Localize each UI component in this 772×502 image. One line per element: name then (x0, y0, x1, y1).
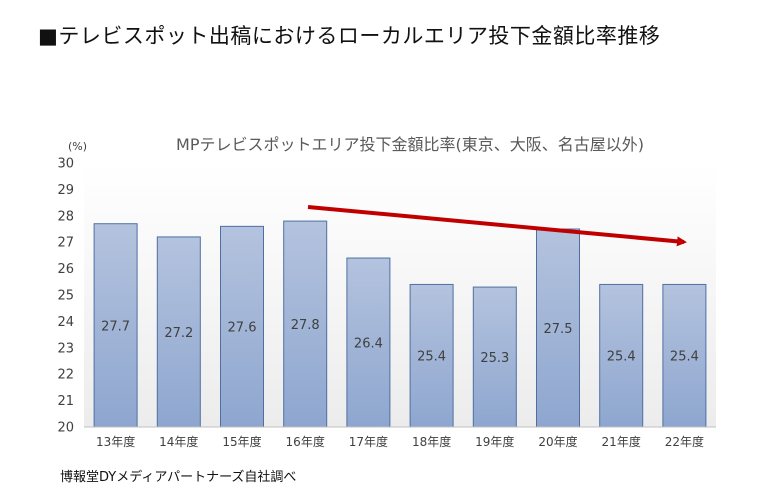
x-tick-label: 19年度 (475, 434, 514, 449)
bar (283, 220, 328, 428)
x-tick-label: 14年度 (159, 434, 198, 449)
bar (409, 283, 454, 428)
y-tick-label: 30 (57, 157, 74, 172)
x-tick-label: 22年度 (665, 434, 704, 449)
y-axis-unit: (%) (68, 140, 87, 153)
x-tick-label: 21年度 (602, 434, 641, 449)
bar-data-label: 25.4 (670, 350, 699, 365)
y-tick-label: 24 (57, 315, 74, 330)
y-tick-label: 29 (57, 183, 74, 198)
bar-data-label: 25.4 (417, 350, 446, 365)
x-tick-label: 13年度 (96, 434, 135, 449)
x-tick-label: 18年度 (412, 434, 451, 449)
bar (472, 286, 517, 428)
y-tick-label: 22 (57, 368, 74, 383)
x-tick-label: 16年度 (286, 434, 325, 449)
bar-data-label: 27.6 (228, 321, 257, 336)
y-tick-label: 23 (57, 341, 74, 356)
slide-title: ■テレビスポット出稿におけるローカルエリア投下金額比率推移 (38, 24, 661, 48)
bar (156, 236, 201, 428)
trend-arrow (307, 205, 687, 247)
y-tick-label: 20 (57, 421, 74, 436)
y-tick-label: 28 (57, 209, 74, 224)
y-tick-label: 21 (57, 394, 74, 409)
bar-data-label: 25.3 (480, 351, 509, 366)
bar (220, 225, 264, 428)
bar-data-label: 25.4 (607, 350, 636, 365)
y-tick-label: 26 (57, 262, 74, 277)
y-tick-label: 27 (57, 236, 74, 251)
bar-data-label: 27.5 (544, 322, 573, 337)
bar-data-label: 27.8 (291, 318, 320, 333)
bar (346, 257, 391, 428)
bar (662, 283, 707, 428)
bar (536, 228, 580, 428)
x-tick-label: 15年度 (222, 434, 261, 449)
bar-data-label: 26.4 (354, 337, 383, 352)
x-tick-label: 17年度 (349, 434, 388, 449)
chart-title: MPテレビスポットエリア投下金額比率(東京、大阪、名古屋以外) (176, 135, 644, 154)
x-tick-label: 20年度 (538, 434, 577, 449)
bar-data-label: 27.2 (164, 326, 193, 341)
bar-data-label: 27.7 (101, 319, 130, 334)
source-note: 博報堂DYメディアパートナーズ自社調べ (60, 470, 297, 485)
y-tick-label: 25 (57, 289, 74, 304)
